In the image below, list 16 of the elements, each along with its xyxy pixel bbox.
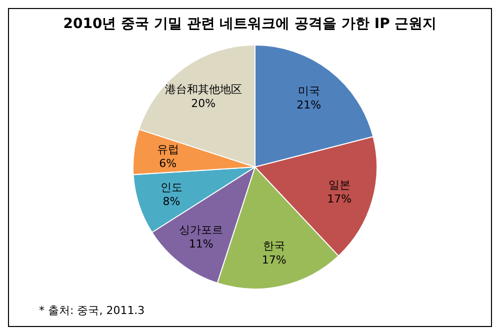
data-label: 17% (262, 254, 286, 267)
slice-label: 港台和其他地区 (164, 82, 242, 96)
data-label: 20% (191, 96, 216, 110)
slice-label: 미국 (298, 84, 320, 98)
data-label: 8% (162, 195, 180, 208)
chart-title: 2010년 중국 기밀 관련 네트워크에 공격을 가한 IP 근원지 (62, 15, 438, 33)
text: * 출처: 중국, 2011.3 (39, 303, 145, 318)
slice-label: 싱가포르 (179, 223, 224, 236)
data-label: 17% (327, 192, 352, 206)
data-label: 6% (159, 156, 177, 170)
slice-label: 일본 (328, 178, 350, 192)
data-label: 21% (296, 98, 322, 112)
slice-label: 인도 (160, 181, 182, 194)
slice-label: 한국 (263, 240, 286, 253)
slice-label: 유럽 (156, 142, 179, 156)
data-label: 11% (188, 237, 214, 250)
